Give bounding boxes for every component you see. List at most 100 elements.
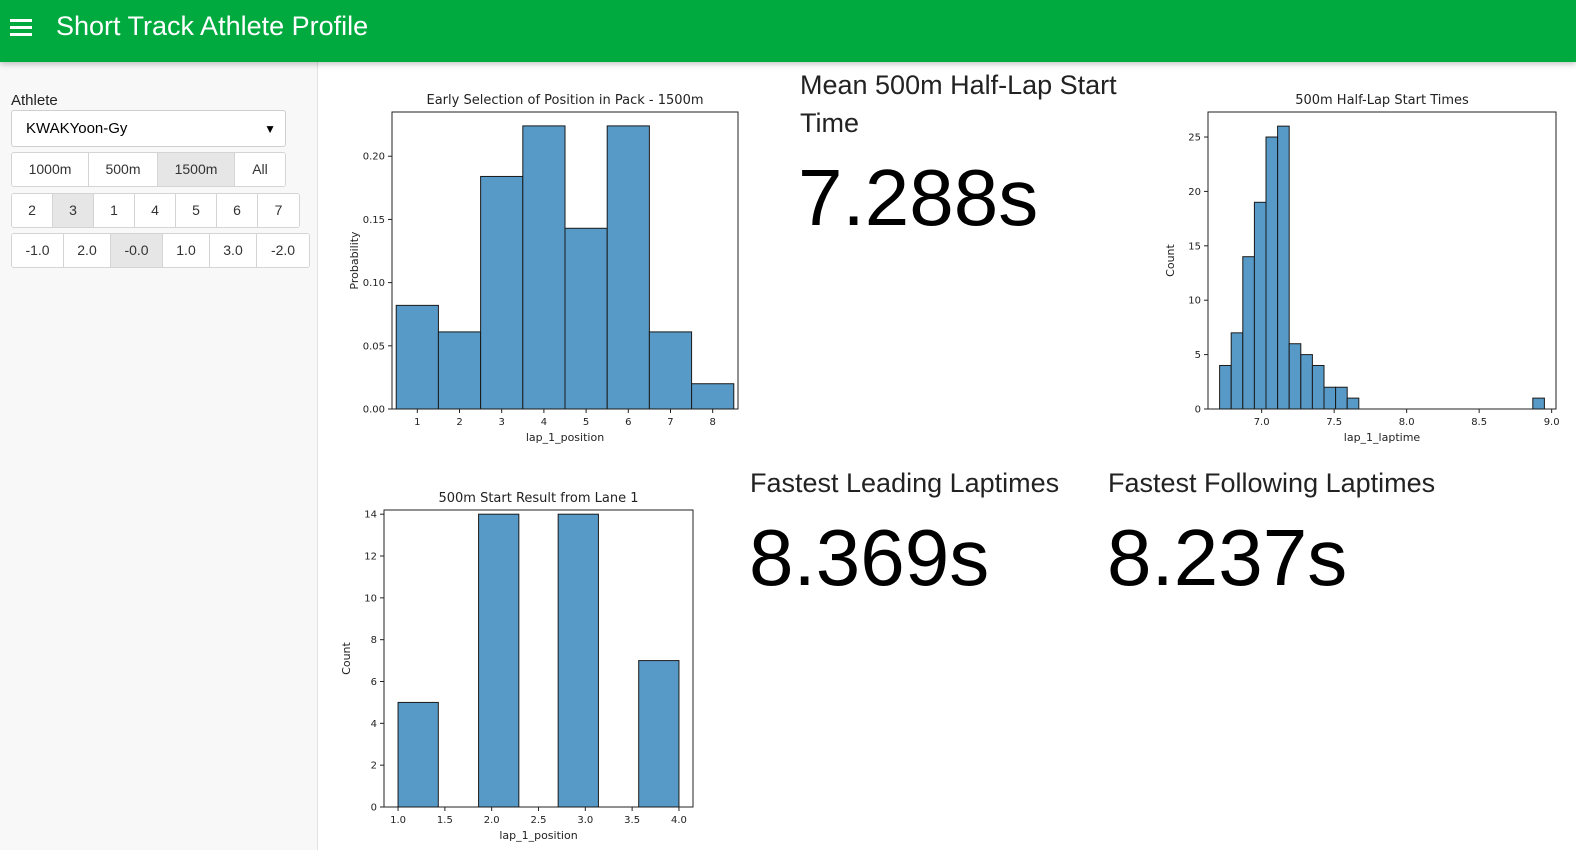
x-tick-label: 3: [499, 417, 505, 428]
position-button-3[interactable]: 3: [53, 194, 94, 227]
x-tick-label: 2.5: [531, 815, 547, 826]
x-tick-label: 8.5: [1471, 417, 1487, 428]
position-button-1[interactable]: 1: [94, 194, 135, 227]
bar-7: [648, 331, 693, 410]
position-button-5[interactable]: 5: [176, 194, 217, 227]
start-times-chart: 500m Half-Lap Start Times lap_1_laptime Co…: [1164, 93, 1560, 444]
y-tick-label: 14: [364, 510, 377, 521]
lane-button-minus-1[interactable]: -1.0: [12, 234, 64, 267]
y-tick-label: 0.05: [363, 341, 385, 352]
position-button-4[interactable]: 4: [135, 194, 176, 227]
bar-4: [522, 125, 566, 410]
y-tick-label: 12: [364, 552, 377, 563]
y-axis-label: Count: [1165, 243, 1177, 276]
app-header: Short Track Athlete Profile: [0, 0, 1576, 62]
fastest-following-title: Fastest Following Laptimes: [1108, 468, 1436, 498]
distance-button-500m[interactable]: 500m: [89, 153, 158, 186]
y-tick-label: 0.00: [363, 405, 385, 416]
x-tick-label: 8.0: [1399, 417, 1415, 428]
histogram-bar: [1265, 136, 1279, 410]
distance-button-1000m[interactable]: 1000m: [12, 153, 89, 186]
x-tick-label: 1.0: [390, 815, 406, 826]
histogram-bar: [1300, 354, 1313, 410]
histogram-bar: [1346, 397, 1360, 410]
lane-button-1[interactable]: 1.0: [163, 234, 210, 267]
x-tick-label: 3.5: [624, 815, 640, 826]
hamburger-menu-icon[interactable]: [10, 18, 33, 36]
y-tick-label: 0.15: [363, 215, 385, 226]
x-tick-label: 2: [456, 417, 462, 428]
x-tick-label: 9.0: [1544, 417, 1560, 428]
x-tick-label: 7: [667, 417, 673, 428]
x-tick-label: 8: [709, 417, 715, 428]
app-title: Short Track Athlete Profile: [56, 11, 369, 41]
histogram-bar: [478, 513, 520, 808]
x-tick-label: 3.0: [577, 815, 593, 826]
bar-5: [564, 227, 608, 410]
histogram-bar: [1335, 386, 1348, 410]
histogram-bar: [397, 701, 439, 808]
histogram-bar: [1311, 364, 1325, 410]
lane-button-3[interactable]: 3.0: [210, 234, 257, 267]
position-button-2[interactable]: 2: [12, 194, 53, 227]
position-button-6[interactable]: 6: [217, 194, 258, 227]
histogram-bar: [638, 660, 680, 808]
y-tick-label: 8: [371, 635, 377, 646]
bar-2: [437, 331, 482, 410]
x-tick-label: 2.0: [484, 815, 500, 826]
athlete-select[interactable]: KWAKYoon-Gy ▼: [11, 110, 286, 147]
y-tick-label: 0.20: [363, 152, 385, 163]
y-tick-label: 25: [1188, 133, 1201, 144]
y-tick-label: 4: [371, 719, 377, 730]
x-tick-label: 7.0: [1254, 417, 1270, 428]
bar-6: [606, 125, 650, 410]
x-tick-label: 1: [414, 417, 420, 428]
y-axis-label: Count: [340, 641, 353, 674]
histogram-bar: [1277, 125, 1290, 410]
dropdown-caret-icon: ▼: [264, 122, 276, 136]
y-tick-label: 15: [1188, 241, 1201, 252]
athlete-select-value: KWAKYoon-Gy: [26, 120, 128, 137]
y-tick-label: 20: [1188, 187, 1201, 198]
distance-button-all[interactable]: All: [235, 153, 285, 186]
histogram-bar: [1219, 364, 1232, 410]
lane-button-minus-2[interactable]: -2.0: [257, 234, 309, 267]
histogram-bar: [1230, 332, 1244, 410]
histogram-bar: [1532, 397, 1545, 410]
lane-result-chart: 500m Start Result from Lane 1 lap_1_posit…: [340, 491, 694, 842]
lane-button-2[interactable]: 2.0: [64, 234, 111, 267]
chart-title: 500m Start Result from Lane 1: [438, 491, 638, 506]
mean-start-title: Mean 500m Half-Lap Start Time: [800, 70, 1117, 138]
y-tick-label: 0: [371, 803, 377, 814]
mean-start-value: 7.288s: [798, 153, 1039, 242]
y-tick-label: 5: [1195, 350, 1201, 361]
chart-title: 500m Half-Lap Start Times: [1295, 93, 1469, 108]
distance-button-1500m[interactable]: 1500m: [158, 153, 235, 186]
x-tick-label: 4.0: [671, 815, 687, 826]
athlete-label: Athlete: [11, 92, 58, 109]
histogram-bar: [1288, 343, 1302, 410]
lane-button-minus-0[interactable]: -0.0: [111, 234, 163, 267]
bar-1: [395, 304, 439, 410]
y-tick-label: 6: [371, 677, 377, 688]
x-tick-label: 1.5: [437, 815, 453, 826]
sidebar: Athlete KWAKYoon-Gy ▼ 1000m 500m 1500m A…: [0, 62, 318, 850]
start-times-chart-panel: 500m Half-Lap Start Times lap_1_laptime Co…: [1164, 84, 1570, 459]
histogram-bar: [1242, 256, 1255, 410]
position-button-7[interactable]: 7: [258, 194, 299, 227]
position-button-group: 2 3 1 4 5 6 7: [11, 193, 300, 228]
lane-button-group: -1.0 2.0 -0.0 1.0 3.0 -2.0: [11, 233, 310, 268]
x-tick-label: 6: [625, 417, 631, 428]
x-tick-label: 5: [583, 417, 589, 428]
y-tick-label: 10: [1188, 296, 1201, 307]
lane-result-chart-panel: 500m Start Result from Lane 1 lap_1_posit…: [340, 482, 710, 853]
x-tick-label: 7.5: [1326, 417, 1342, 428]
histogram-bar: [557, 513, 599, 808]
fastest-leading-value: 8.369s: [749, 513, 990, 602]
position-probability-chart-panel: Early Selection of Position in Pack - 15…: [340, 84, 760, 459]
chart-title: Early Selection of Position in Pack - 15…: [427, 93, 704, 108]
x-axis-label: lap_1_position: [499, 829, 577, 842]
fastest-leading-title: Fastest Leading Laptimes: [750, 468, 1060, 498]
distance-button-group: 1000m 500m 1500m All: [11, 152, 286, 187]
y-tick-label: 0.10: [363, 278, 385, 289]
